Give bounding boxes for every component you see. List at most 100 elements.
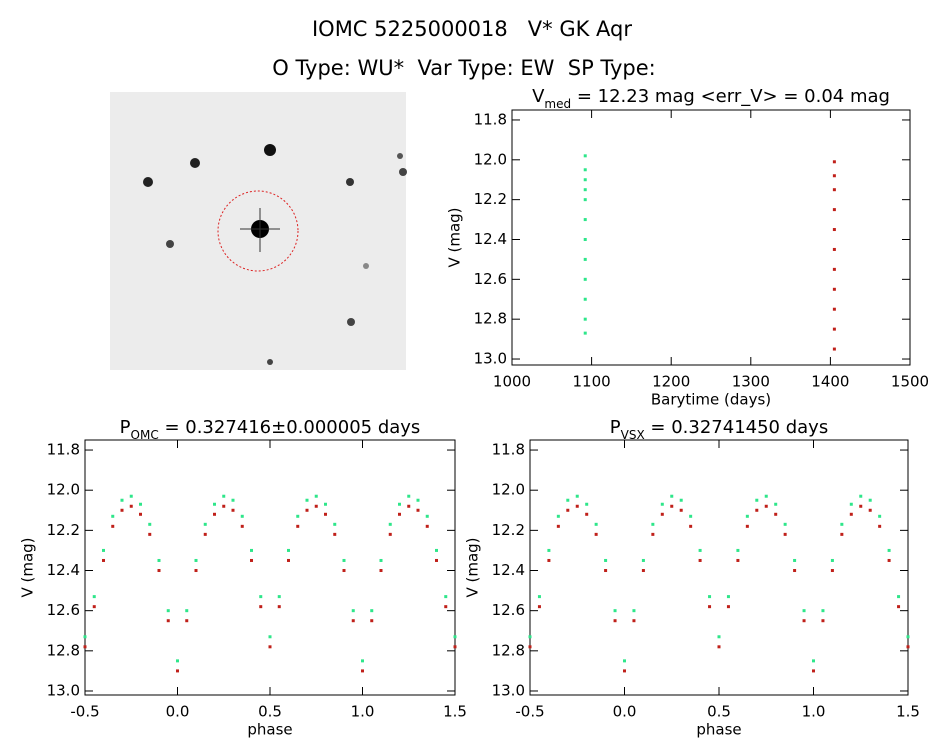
title-part: V xyxy=(532,86,545,107)
star xyxy=(399,168,407,176)
data-point xyxy=(832,208,836,212)
data-point xyxy=(583,198,587,202)
data-point xyxy=(314,504,318,508)
y-tick-label: 12.2 xyxy=(492,521,525,539)
data-point xyxy=(679,498,683,502)
data-point xyxy=(670,504,674,508)
data-point xyxy=(203,532,207,536)
data-point xyxy=(604,569,608,573)
x-tick-label: 1500 xyxy=(891,373,929,391)
data-point xyxy=(324,502,327,506)
data-point xyxy=(641,569,645,573)
x-tick-label: 0.0 xyxy=(613,703,637,721)
star xyxy=(347,318,355,326)
data-point xyxy=(793,558,797,562)
x-tick-label: 1200 xyxy=(652,373,690,391)
data-point xyxy=(583,178,587,182)
data-point xyxy=(379,569,383,573)
x-axis-label: phase xyxy=(696,721,741,739)
data-point xyxy=(92,595,96,599)
y-axis-label: V (mag) xyxy=(446,207,464,267)
data-point xyxy=(342,558,346,562)
data-point xyxy=(129,494,133,498)
data-point xyxy=(528,645,532,649)
data-point xyxy=(388,532,392,536)
data-point xyxy=(259,595,263,599)
data-point xyxy=(222,504,226,508)
y-tick-label: 12.0 xyxy=(47,481,80,499)
data-point xyxy=(830,558,834,562)
data-point xyxy=(388,522,392,526)
data-point xyxy=(832,267,836,271)
data-point xyxy=(398,512,401,516)
data-point xyxy=(120,498,124,502)
data-point xyxy=(832,307,836,311)
data-point xyxy=(832,327,836,331)
data-point xyxy=(250,558,253,562)
data-point xyxy=(583,317,587,321)
data-point xyxy=(351,609,355,613)
data-point xyxy=(868,498,872,502)
data-point xyxy=(832,228,836,232)
data-point xyxy=(342,569,346,573)
y-tick-label: 12.6 xyxy=(492,601,525,619)
data-point xyxy=(537,595,541,599)
data-point xyxy=(314,494,318,498)
data-point xyxy=(268,635,272,639)
data-point xyxy=(689,524,693,528)
data-point xyxy=(583,218,587,222)
data-point xyxy=(774,502,778,506)
x-tick-label: 0.5 xyxy=(707,703,731,721)
data-point xyxy=(783,522,787,526)
data-point xyxy=(802,619,806,623)
data-point xyxy=(832,174,836,178)
y-tick-label: 12.8 xyxy=(474,310,507,328)
data-point xyxy=(632,619,636,623)
y-tick-label: 13.0 xyxy=(474,350,507,368)
x-tick-label: 0.0 xyxy=(166,703,190,721)
data-point xyxy=(821,609,825,613)
data-point xyxy=(305,498,309,502)
y-tick-label: 12.6 xyxy=(47,601,80,619)
data-point xyxy=(887,548,891,552)
star xyxy=(166,240,174,248)
data-point xyxy=(556,514,560,518)
data-point xyxy=(755,498,759,502)
title-part: VSX xyxy=(621,428,645,442)
data-point xyxy=(277,605,281,609)
data-point xyxy=(849,512,853,516)
y-tick-label: 13.0 xyxy=(47,681,80,699)
data-point xyxy=(708,595,712,599)
data-point xyxy=(583,154,587,158)
data-point xyxy=(726,595,730,599)
data-point xyxy=(83,635,87,639)
data-point xyxy=(689,514,693,518)
data-point xyxy=(832,347,836,351)
y-tick-label: 12.8 xyxy=(47,641,80,659)
data-point xyxy=(222,494,226,498)
data-point xyxy=(351,619,355,623)
y-tick-label: 11.8 xyxy=(47,441,80,459)
data-point xyxy=(660,502,664,506)
data-point xyxy=(277,595,281,599)
data-point xyxy=(139,502,142,506)
data-point xyxy=(897,595,901,599)
data-point xyxy=(259,605,263,609)
data-point xyxy=(849,502,853,506)
data-point xyxy=(585,512,589,516)
chart-title: POMC = 0.327416±0.000005 days xyxy=(120,417,421,442)
data-point xyxy=(583,277,587,281)
data-point xyxy=(444,595,448,599)
data-point xyxy=(793,569,797,573)
data-point xyxy=(102,548,105,552)
data-point xyxy=(556,524,560,528)
data-point xyxy=(157,558,161,562)
data-point xyxy=(812,659,815,663)
data-point xyxy=(897,605,901,609)
x-axis-label: phase xyxy=(247,721,292,739)
data-point xyxy=(832,287,836,291)
data-point xyxy=(783,532,787,536)
data-point xyxy=(111,524,115,528)
data-point xyxy=(185,619,189,623)
data-point xyxy=(632,609,636,613)
